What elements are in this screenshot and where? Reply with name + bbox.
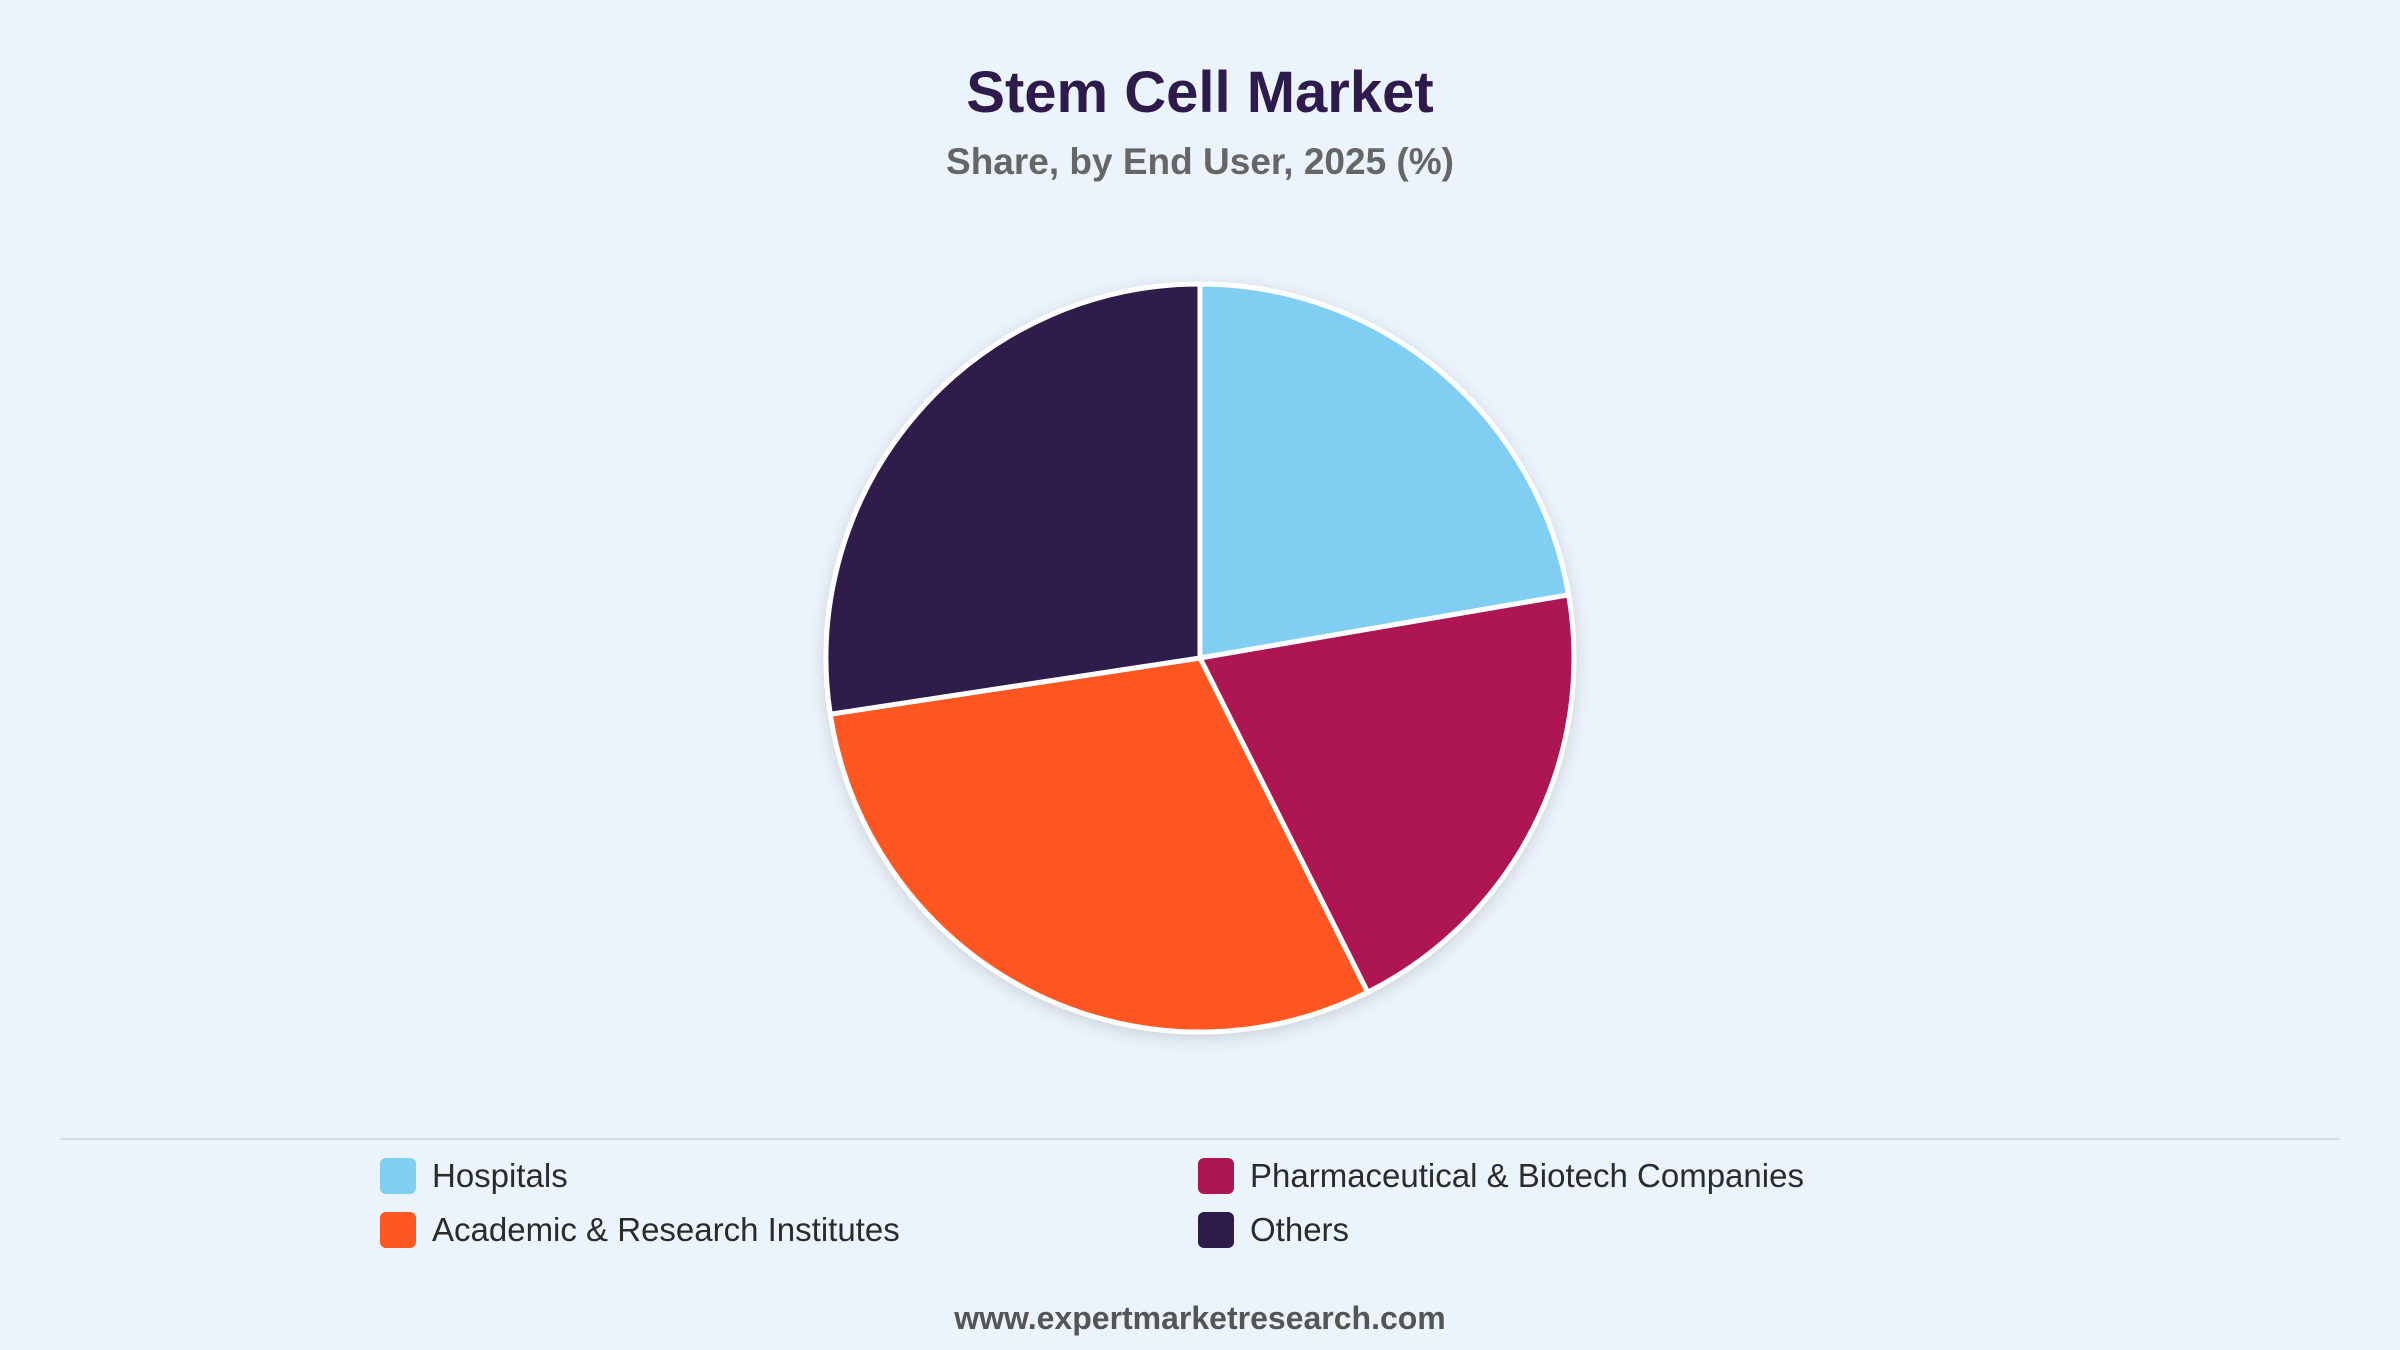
- legend-swatch: [1198, 1158, 1234, 1194]
- legend-item-academic-research-institutes: Academic & Research Institutes: [380, 1210, 900, 1250]
- legend-item-hospitals: Hospitals: [380, 1156, 568, 1196]
- legend-item-others: Others: [1198, 1210, 1349, 1250]
- pie-chart: [823, 281, 1577, 1035]
- source-text: www.expertmarketresearch.com: [954, 1300, 1446, 1336]
- pie-slice-others: [823, 281, 1203, 717]
- legend-divider: [60, 1138, 2340, 1140]
- chart-title: Stem Cell Market: [966, 60, 1434, 125]
- legend-label: Others: [1250, 1211, 1350, 1248]
- chart-subtitle: Share, by End User, 2025 (%): [946, 141, 1454, 182]
- legend-item-pharmaceutical-biotech-companies: Pharmaceutical & Biotech Companies: [1198, 1156, 1804, 1196]
- legend-swatch: [1198, 1212, 1234, 1248]
- legend-swatch: [380, 1158, 416, 1194]
- pie-slice-pharmaceutical-biotech-companies: [1197, 592, 1577, 995]
- pie-slice-hospitals: [1197, 281, 1572, 661]
- legend-swatch: [380, 1212, 416, 1248]
- legend-label: Academic & Research Institutes: [432, 1211, 900, 1248]
- legend-label: Hospitals: [432, 1157, 568, 1194]
- pie-slice-academic-research-institutes: [827, 655, 1371, 1035]
- legend-label: Pharmaceutical & Biotech Companies: [1250, 1157, 1804, 1194]
